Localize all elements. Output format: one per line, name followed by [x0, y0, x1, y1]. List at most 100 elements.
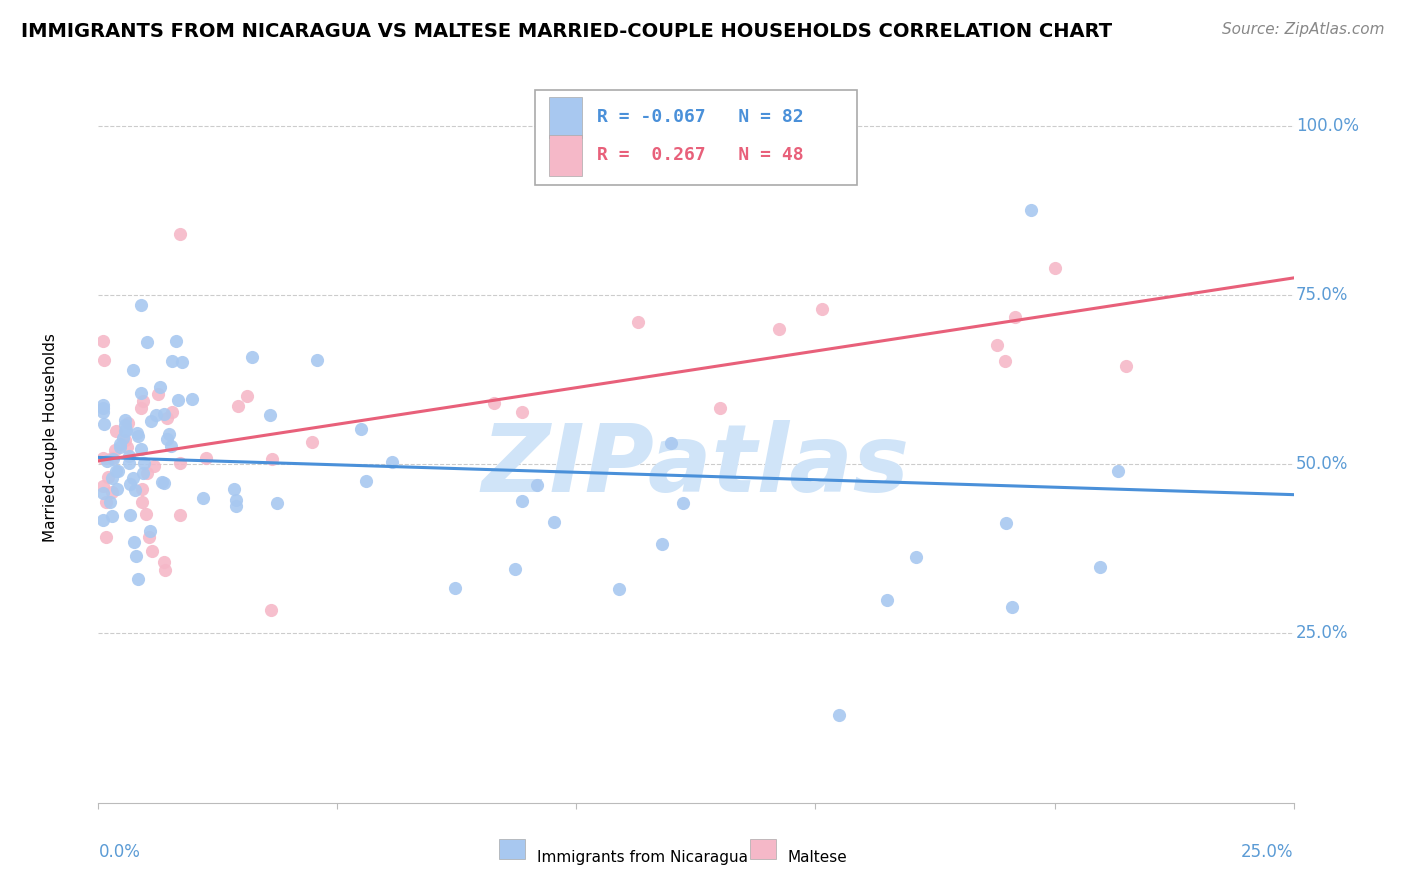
- Point: [104, 443, 127, 458]
- Point: [1019, 203, 1042, 218]
- Bar: [548, 97, 582, 137]
- Point: [828, 707, 851, 722]
- Bar: [749, 838, 776, 859]
- Point: [226, 399, 249, 413]
- Text: IMMIGRANTS FROM NICARAGUA VS MALTESE MARRIED-COUPLE HOUSEHOLDS CORRELATION CHART: IMMIGRANTS FROM NICARAGUA VS MALTESE MAR…: [21, 22, 1112, 41]
- Point: [114, 412, 136, 426]
- Point: [127, 425, 149, 440]
- Text: R =  0.267   N = 48: R = 0.267 N = 48: [596, 146, 803, 164]
- Point: [124, 483, 146, 497]
- Point: [510, 494, 533, 508]
- Point: [122, 534, 145, 549]
- Point: [100, 509, 122, 524]
- Text: R = -0.067   N = 82: R = -0.067 N = 82: [596, 109, 803, 127]
- Point: [503, 562, 526, 576]
- Text: 25.0%: 25.0%: [1296, 624, 1348, 642]
- Point: [131, 482, 153, 496]
- Point: [118, 477, 141, 491]
- Point: [135, 466, 157, 480]
- Point: [112, 431, 135, 445]
- Point: [240, 350, 263, 364]
- Point: [904, 550, 927, 565]
- Point: [1001, 599, 1024, 614]
- Point: [180, 392, 202, 406]
- Point: [152, 407, 174, 421]
- Point: [129, 298, 152, 312]
- Point: [167, 392, 190, 407]
- Point: [129, 442, 152, 457]
- Point: [91, 405, 114, 419]
- Point: [91, 334, 114, 349]
- Point: [156, 433, 179, 447]
- Point: [97, 469, 120, 483]
- Point: [160, 354, 183, 368]
- Point: [114, 417, 136, 432]
- Point: [114, 425, 136, 439]
- Point: [169, 227, 191, 241]
- Point: [266, 495, 288, 509]
- Bar: [548, 136, 582, 176]
- Point: [260, 451, 283, 466]
- Point: [876, 592, 898, 607]
- Point: [93, 352, 115, 367]
- Point: [135, 508, 157, 522]
- Point: [146, 387, 169, 401]
- Point: [115, 440, 138, 454]
- Point: [224, 482, 246, 496]
- Point: [138, 530, 160, 544]
- Point: [132, 466, 155, 480]
- Point: [350, 422, 373, 436]
- Point: [107, 464, 129, 478]
- Point: [543, 515, 565, 529]
- Point: [236, 389, 259, 403]
- Point: [169, 456, 191, 470]
- Point: [105, 464, 128, 478]
- Point: [994, 353, 1017, 368]
- Point: [160, 405, 183, 419]
- Point: [132, 456, 155, 470]
- Text: 0.0%: 0.0%: [98, 843, 141, 861]
- Point: [122, 470, 145, 484]
- Point: [191, 491, 214, 505]
- Point: [91, 450, 114, 465]
- Point: [101, 471, 124, 485]
- Point: [1115, 359, 1137, 373]
- Text: Source: ZipAtlas.com: Source: ZipAtlas.com: [1222, 22, 1385, 37]
- Point: [136, 334, 159, 349]
- Point: [1090, 560, 1112, 574]
- Point: [627, 315, 650, 329]
- Text: Married-couple Households: Married-couple Households: [44, 333, 58, 541]
- Point: [169, 508, 191, 523]
- Point: [149, 380, 172, 394]
- Point: [811, 301, 834, 316]
- Point: [127, 428, 149, 442]
- Point: [142, 459, 165, 474]
- Point: [91, 398, 114, 412]
- Point: [131, 494, 153, 508]
- Point: [105, 424, 128, 438]
- Point: [672, 496, 695, 510]
- Text: ZIPatlas: ZIPatlas: [482, 420, 910, 512]
- Point: [129, 385, 152, 400]
- Point: [91, 513, 114, 527]
- Point: [1043, 261, 1066, 276]
- Point: [995, 516, 1018, 530]
- Point: [651, 537, 673, 551]
- Point: [225, 499, 247, 513]
- Point: [120, 508, 142, 523]
- Point: [139, 524, 162, 539]
- Point: [444, 582, 467, 596]
- Point: [98, 494, 121, 508]
- Point: [91, 401, 114, 415]
- Point: [101, 485, 124, 500]
- Bar: [499, 838, 524, 859]
- Point: [141, 543, 163, 558]
- Point: [259, 603, 281, 617]
- Point: [259, 408, 281, 422]
- Point: [768, 322, 790, 336]
- Text: Immigrants from Nicaragua: Immigrants from Nicaragua: [537, 850, 748, 865]
- Point: [301, 435, 323, 450]
- Point: [153, 476, 176, 491]
- Text: Maltese: Maltese: [787, 850, 848, 865]
- Point: [1107, 464, 1129, 478]
